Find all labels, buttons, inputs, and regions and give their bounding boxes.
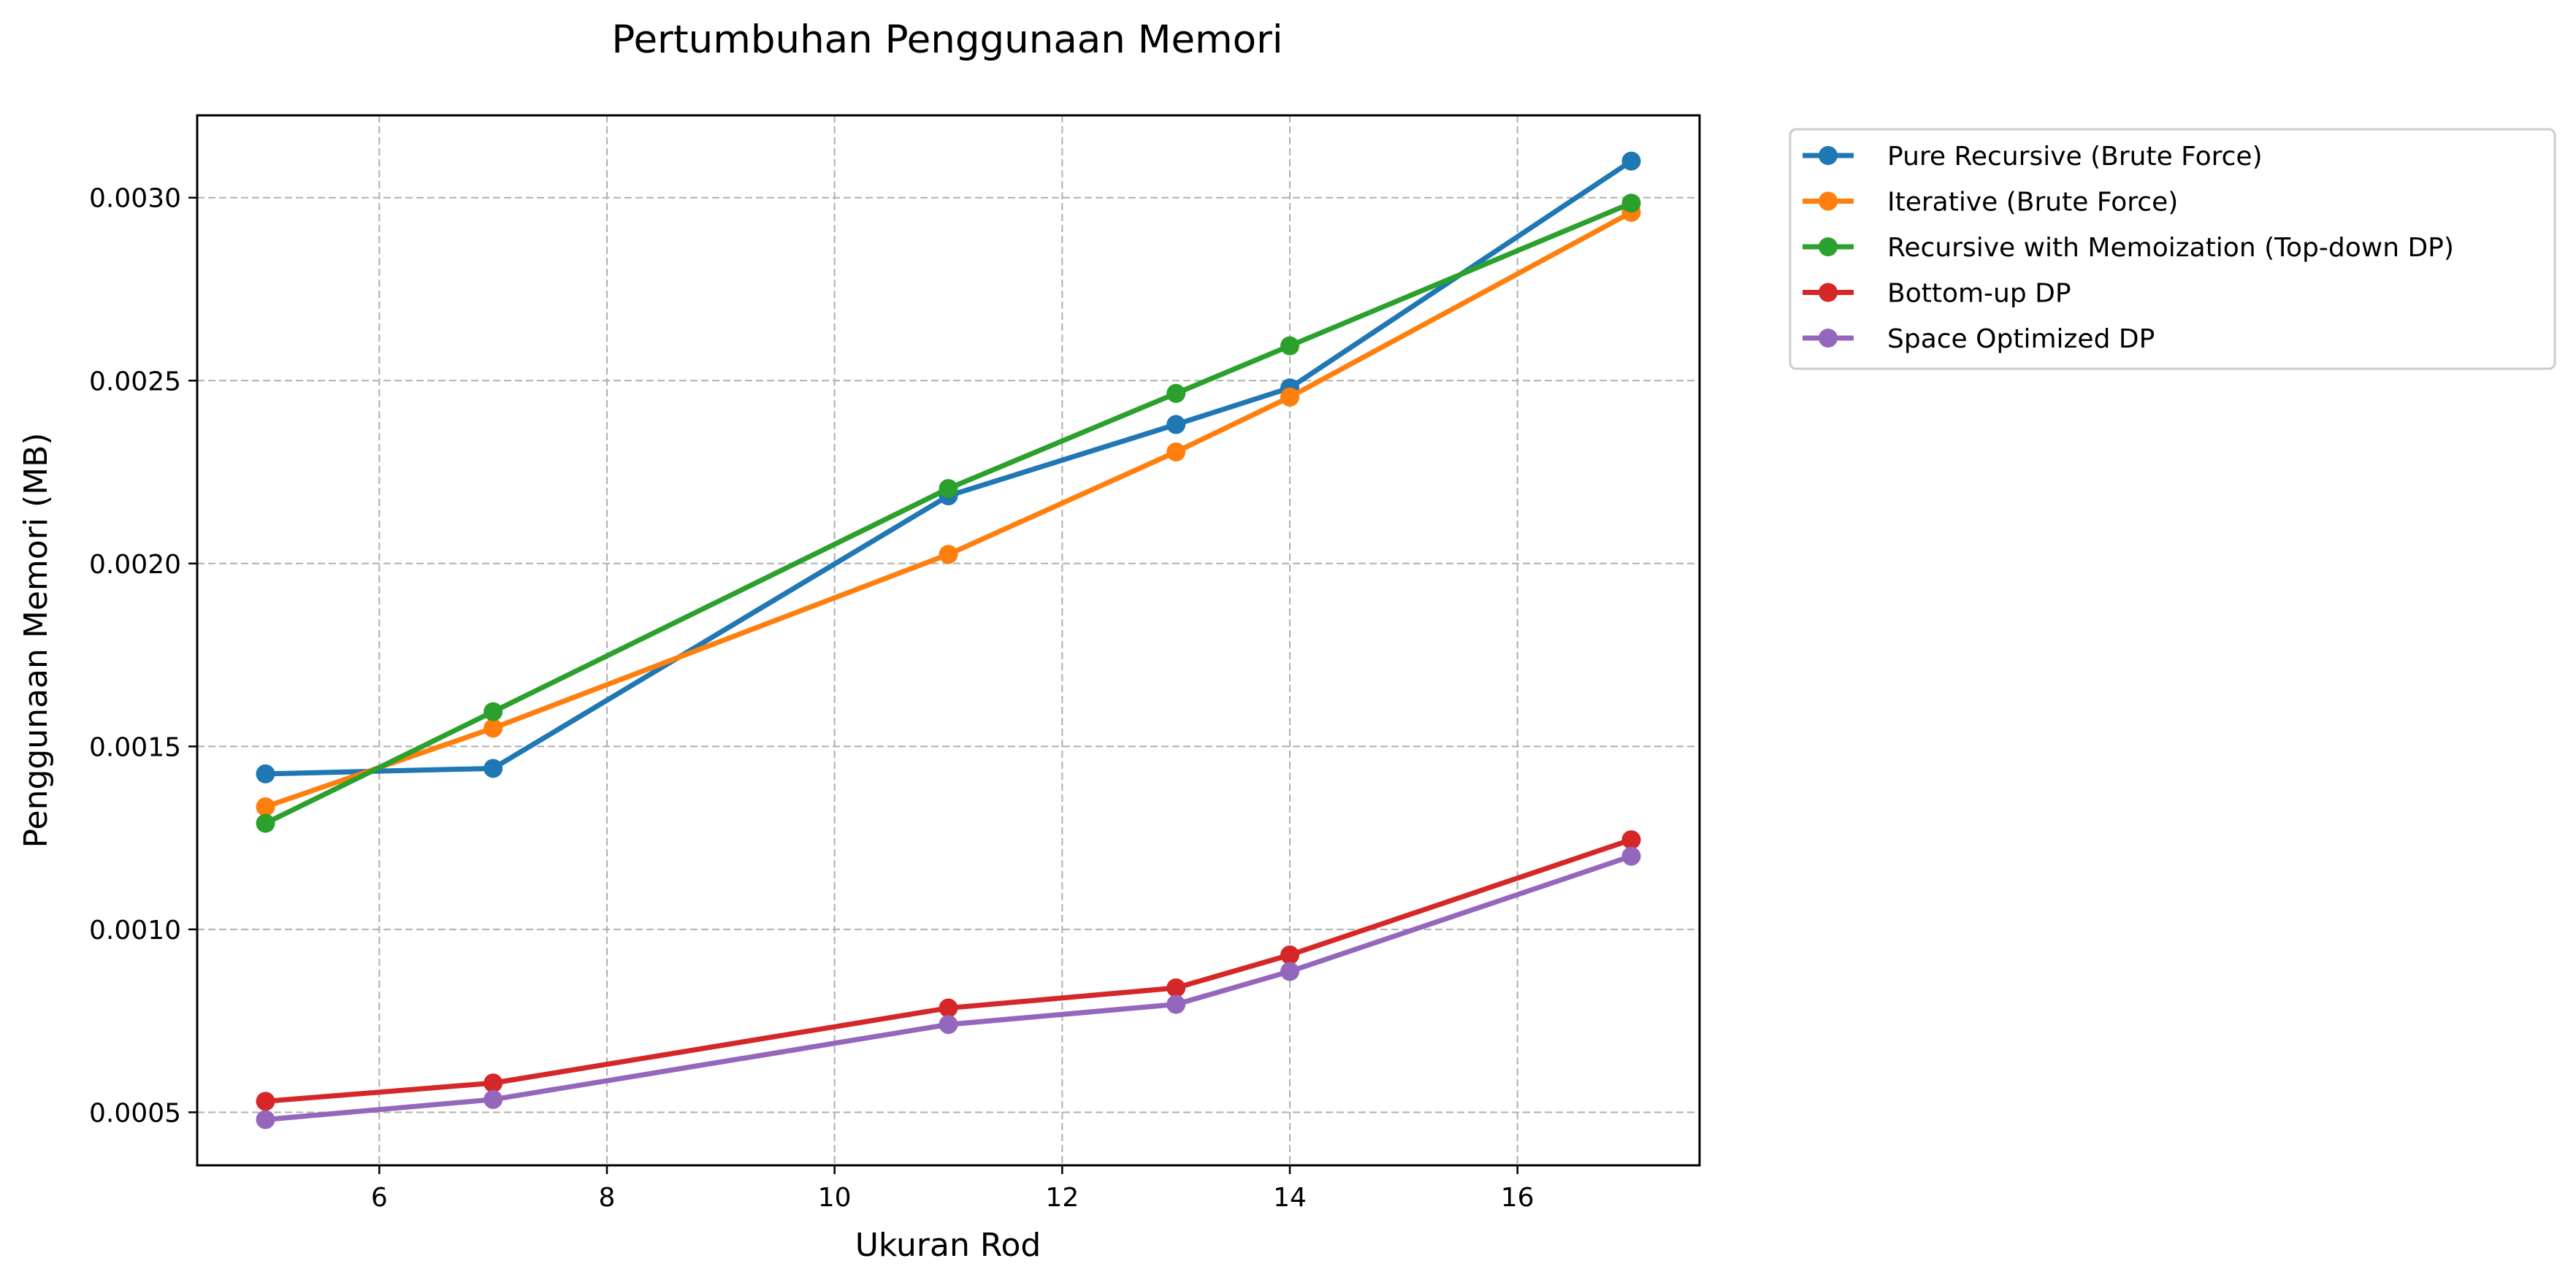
data-point [1280, 962, 1299, 981]
plot-area-frame [196, 114, 1701, 1167]
data-point [1621, 193, 1641, 213]
data-point [256, 764, 275, 783]
x-tick-label: 10 [818, 1183, 852, 1213]
x-tick-label: 8 [599, 1183, 616, 1213]
series-group [256, 151, 1641, 783]
x-axis-ticks: 6 8 10 12 14 16 [371, 1165, 1534, 1213]
legend-label: Recursive with Memoization (Top-down DP) [1887, 233, 2454, 263]
y-tick-label: 0.0025 [89, 367, 181, 396]
data-point [1621, 846, 1641, 866]
legend-swatch-marker [1819, 146, 1838, 165]
data-point [939, 1015, 958, 1035]
data-point [484, 759, 503, 778]
legend-label: Iterative (Brute Force) [1887, 188, 2178, 218]
series-line [263, 158, 1634, 777]
data-point [256, 1110, 275, 1130]
data-point [1166, 415, 1186, 434]
legend-swatch-marker [1819, 329, 1838, 348]
data-point [256, 1092, 275, 1111]
series-group [256, 830, 1641, 1111]
legend: Pure Recursive (Brute Force) Iterative (B… [1789, 128, 2556, 370]
data-point [1166, 442, 1186, 461]
data-point [484, 702, 503, 721]
legend-item: Bottom-up DP [1803, 279, 2071, 309]
data-point [939, 545, 958, 564]
data-point [1280, 387, 1299, 407]
y-tick-label: 0.0020 [89, 550, 181, 580]
series-layer [256, 151, 1641, 1130]
y-axis-label: Penggunaan Memori (MB) [18, 433, 55, 848]
legend-box [1789, 128, 2556, 370]
data-point [484, 1089, 503, 1109]
chart-title: Pertumbuhan Penggunaan Memori [611, 18, 1283, 62]
x-tick-label: 6 [371, 1183, 388, 1213]
legend-swatch-marker [1819, 191, 1838, 211]
data-point [1166, 383, 1186, 403]
data-point [1621, 830, 1641, 850]
y-tick-label: 0.0010 [89, 916, 181, 946]
series-group [256, 193, 1641, 833]
legend-label: Bottom-up DP [1887, 279, 2071, 309]
data-point [939, 998, 958, 1018]
x-tick-label: 16 [1501, 1183, 1534, 1213]
data-point [1166, 978, 1186, 997]
data-point [1166, 994, 1186, 1014]
x-tick-label: 12 [1045, 1183, 1079, 1213]
data-point [1621, 151, 1641, 171]
series-line [263, 837, 1634, 1104]
data-point [484, 1073, 503, 1093]
data-point [256, 797, 275, 816]
y-tick-label: 0.0005 [89, 1098, 181, 1128]
y-tick-label: 0.0030 [89, 184, 181, 214]
series-line [263, 200, 1634, 827]
series-line [263, 210, 1634, 810]
legend-item: Recursive with Memoization (Top-down DP) [1803, 233, 2454, 263]
legend-item: Pure Recursive (Brute Force) [1803, 142, 2263, 172]
data-point [1280, 336, 1299, 356]
legend-item: Space Optimized DP [1803, 324, 2155, 354]
legend-swatch-marker [1819, 283, 1838, 302]
legend-item: Iterative (Brute Force) [1803, 188, 2178, 218]
x-tick-label: 14 [1273, 1183, 1307, 1213]
data-point [939, 479, 958, 499]
legend-swatch-marker [1819, 237, 1838, 256]
x-axis-label: Ukuran Rod [855, 1227, 1042, 1264]
series-group [256, 202, 1641, 816]
data-point [484, 718, 503, 738]
series-group [256, 846, 1641, 1130]
legend-label: Pure Recursive (Brute Force) [1887, 142, 2263, 172]
data-point [1280, 945, 1299, 965]
y-tick-label: 0.0015 [89, 732, 181, 762]
data-point [256, 813, 275, 833]
series-line [263, 854, 1634, 1122]
y-axis-ticks: 0.0005 0.0010 0.0015 0.0020 0.0025 0.0030 [89, 184, 197, 1128]
legend-label: Space Optimized DP [1887, 324, 2155, 354]
